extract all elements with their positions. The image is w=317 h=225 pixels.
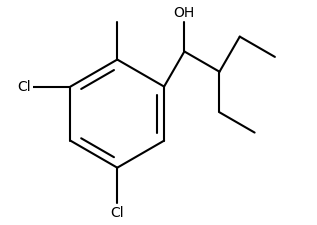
Text: OH: OH [174, 6, 195, 20]
Text: Cl: Cl [110, 205, 124, 220]
Text: Cl: Cl [18, 80, 31, 94]
